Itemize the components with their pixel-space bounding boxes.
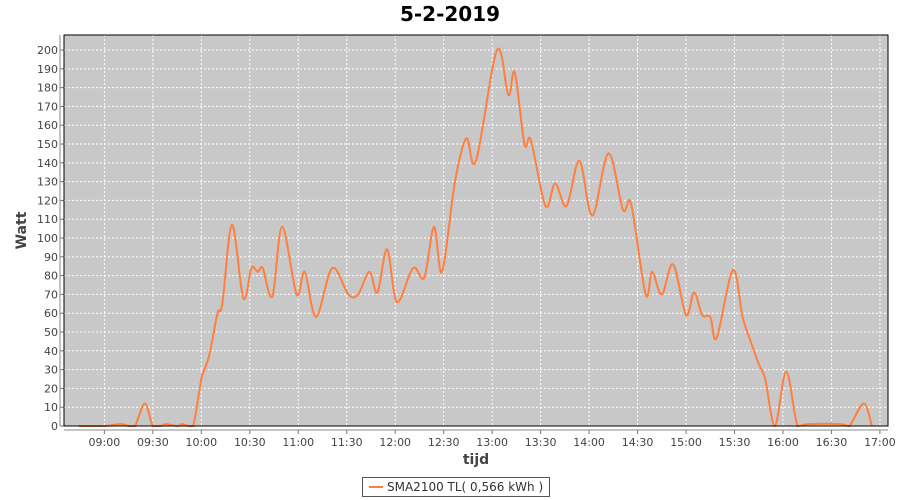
y-tick-label: 170: [37, 100, 58, 113]
x-tick-label: 12:00: [379, 436, 411, 449]
y-tick-label: 90: [44, 251, 58, 264]
y-axis-label: Watt: [14, 211, 30, 249]
chart-title: 5-2-2019: [399, 2, 501, 26]
y-tick-label: 0: [51, 420, 58, 433]
x-tick-label: 09:30: [137, 436, 169, 449]
y-tick-label: 40: [44, 345, 58, 358]
x-tick-label: 16:00: [767, 436, 799, 449]
legend: SMA2100 TL( 0,566 kWh ): [362, 477, 551, 497]
x-tick-label: 10:00: [185, 436, 217, 449]
x-tick-label: 12:30: [428, 436, 460, 449]
y-tick-label: 30: [44, 364, 58, 377]
y-tick-label: 150: [37, 138, 58, 151]
x-tick-label: 11:00: [282, 436, 314, 449]
x-tick-label: 14:30: [622, 436, 654, 449]
y-tick-label: 110: [37, 213, 58, 226]
x-tick-label: 13:00: [476, 436, 508, 449]
y-tick-label: 140: [37, 157, 58, 170]
y-tick-label: 70: [44, 288, 58, 301]
x-tick-label: 09:00: [89, 436, 121, 449]
y-tick-label: 10: [44, 401, 58, 414]
y-tick-label: 190: [37, 63, 58, 76]
y-tick-label: 200: [37, 44, 58, 57]
x-axis-label: tijd: [463, 452, 489, 468]
x-tick-label: 16:30: [816, 436, 848, 449]
x-tick-label: 15:30: [719, 436, 751, 449]
plot-area: [64, 35, 888, 426]
y-tick-label: 50: [44, 326, 58, 339]
series-line: [78, 47, 873, 428]
y-tick-label: 60: [44, 307, 58, 320]
x-tick-label: 11:30: [331, 436, 363, 449]
legend-swatch: [369, 486, 383, 488]
x-tick-label: 13:30: [525, 436, 557, 449]
y-tick-label: 180: [37, 82, 58, 95]
x-tick-label: 14:00: [573, 436, 605, 449]
y-tick-label: 20: [44, 382, 58, 395]
y-tick-label: 120: [37, 194, 58, 207]
y-tick-label: 100: [37, 232, 58, 245]
x-tick-label: 17:00: [864, 436, 896, 449]
y-tick-label: 130: [37, 176, 58, 189]
x-tick-label: 15:00: [670, 436, 702, 449]
y-tick-label: 160: [37, 119, 58, 132]
x-tick-label: 10:30: [234, 436, 266, 449]
legend-label: SMA2100 TL( 0,566 kWh ): [387, 480, 544, 494]
y-tick-label: 80: [44, 270, 58, 283]
plot-border: [63, 34, 889, 427]
